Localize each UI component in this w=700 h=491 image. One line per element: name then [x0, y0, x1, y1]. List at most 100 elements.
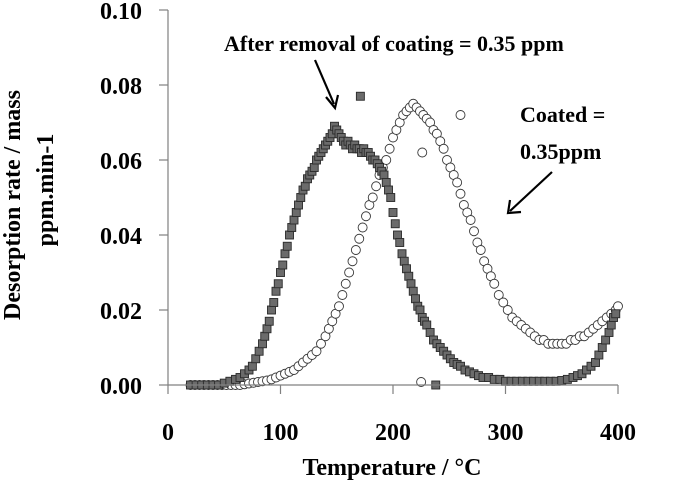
y-tick-label: 0.04 — [100, 224, 142, 250]
circle-point — [417, 147, 428, 158]
square-point — [606, 320, 616, 330]
square-point — [393, 230, 402, 240]
annotation-coated-line-1: Coated = — [520, 102, 605, 127]
x-tick-label: 100 — [263, 420, 299, 446]
square-point — [381, 178, 391, 187]
circle-point — [334, 301, 344, 312]
square-point — [271, 286, 281, 296]
square-point — [287, 223, 297, 232]
circle-point — [361, 211, 371, 222]
y-tick-label: 0.06 — [100, 149, 142, 175]
x-tick-label: 400 — [600, 420, 636, 446]
circle-point — [340, 278, 351, 289]
annotation-coated-line-2: 0.35ppm — [520, 139, 601, 164]
square-point — [247, 361, 257, 371]
square-point — [601, 335, 611, 345]
square-point — [276, 268, 285, 277]
circle-point — [475, 245, 486, 255]
x-tick-label: 0 — [162, 420, 174, 446]
square-point — [251, 354, 261, 364]
circle-point — [455, 188, 466, 199]
circle-point — [465, 215, 476, 225]
circle-point — [367, 192, 378, 203]
circle-point — [354, 233, 365, 244]
square-point — [384, 185, 393, 195]
circle-point — [384, 143, 395, 154]
y-tick-label: 0.10 — [100, 0, 142, 25]
series-after-removal — [186, 91, 621, 390]
x-ticks: 0 100 200 300 400 — [162, 385, 636, 446]
square-point — [379, 170, 389, 180]
square-point — [355, 91, 365, 101]
circle-point — [469, 226, 479, 237]
square-point — [388, 208, 398, 217]
square-point — [269, 298, 279, 307]
arrow-coated — [506, 171, 553, 215]
arrow-after-removal — [313, 59, 340, 111]
square-point — [291, 208, 301, 217]
circle-point — [502, 305, 513, 315]
square-point — [254, 346, 264, 356]
circle-point — [350, 245, 361, 255]
square-point — [289, 215, 299, 225]
y-ticks: 0.00 0.02 0.04 0.06 0.08 0.10 — [100, 0, 168, 400]
square-point — [258, 339, 267, 349]
square-point — [411, 294, 420, 304]
y-axis-title-line-1: Desorption rate / mass — [0, 90, 26, 320]
square-point — [386, 193, 396, 202]
square-point — [611, 309, 621, 319]
circle-point — [337, 290, 348, 300]
square-point — [300, 181, 310, 191]
circle-point — [381, 155, 392, 165]
circle-point — [452, 177, 463, 188]
square-point — [273, 279, 283, 289]
square-point — [285, 230, 294, 240]
square-point — [280, 249, 290, 259]
square-point — [422, 320, 432, 330]
circle-point — [311, 346, 322, 357]
square-point — [282, 241, 292, 251]
x-axis-title: Temperature / °C — [303, 455, 482, 481]
square-point — [591, 358, 600, 367]
square-point — [425, 328, 435, 337]
square-point — [395, 238, 405, 247]
y-tick-label: 0.00 — [100, 374, 142, 400]
axes: 0 100 200 300 400 0.00 0.02 0.04 0.06 0.08 0.10 — [100, 0, 636, 446]
y-axis-title-line-2: ppm.min-1 — [33, 134, 59, 247]
square-point — [415, 305, 425, 315]
circle-point — [455, 110, 466, 120]
square-point — [262, 324, 272, 334]
square-point — [264, 316, 274, 326]
circle-point — [493, 290, 504, 300]
square-point — [597, 343, 607, 352]
annotation-after-removal: After removal of coating = 0.35 ppm — [224, 31, 564, 56]
circle-point — [371, 181, 382, 192]
x-tick-label: 300 — [488, 420, 524, 446]
square-point — [296, 193, 306, 202]
circle-point — [344, 267, 355, 278]
circle-point — [416, 377, 427, 387]
square-point — [604, 328, 614, 337]
square-point — [397, 249, 407, 259]
circle-point — [498, 297, 509, 308]
square-point — [278, 260, 288, 270]
circle-point — [316, 338, 326, 349]
square-point — [267, 305, 276, 315]
square-point — [594, 350, 604, 360]
y-tick-label: 0.02 — [100, 299, 142, 325]
square-point — [402, 264, 411, 274]
square-point — [309, 163, 319, 172]
square-point — [399, 256, 409, 266]
circle-point — [489, 278, 500, 289]
x-tick-label: 200 — [375, 420, 411, 446]
square-point — [294, 200, 303, 210]
circle-point — [438, 143, 449, 154]
square-point — [390, 219, 400, 229]
square-point — [260, 331, 270, 341]
circle-point — [347, 256, 358, 267]
y-tick-label: 0.08 — [100, 74, 142, 100]
circle-point — [357, 222, 368, 233]
square-point — [404, 271, 414, 281]
square-point — [408, 286, 418, 296]
